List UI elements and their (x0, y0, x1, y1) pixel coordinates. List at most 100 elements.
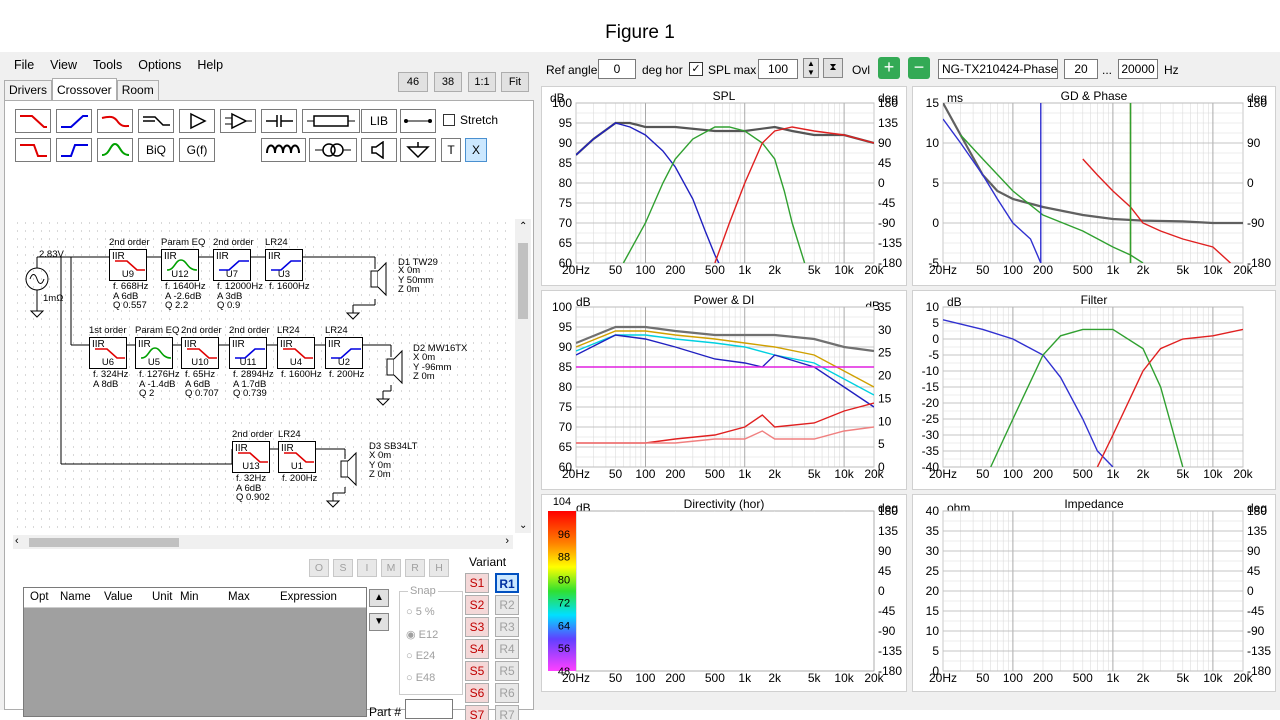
snap-option-5pct[interactable]: ○ 5 % (406, 606, 435, 618)
tab-room[interactable]: Room (116, 80, 159, 100)
scroll-left-icon[interactable]: ‹ (15, 535, 19, 547)
spl-panel[interactable]: SPL dB deg 20Hz 50 100 200 500 1k 2k 5k 10k 20k 10… (541, 86, 907, 286)
power-di-panel[interactable]: Power & DI dB dB 20Hz 50 100 200 500 1k 2k 5k 10… (541, 290, 907, 490)
variant-r4-button[interactable]: R4 (495, 639, 519, 659)
column-header[interactable]: Max (228, 591, 250, 603)
transformer-tool[interactable] (309, 138, 357, 162)
variant-r5-button[interactable]: R5 (495, 661, 519, 681)
variant-s6-button[interactable]: S6 (465, 683, 489, 703)
column-header[interactable]: Opt (30, 591, 49, 603)
x-tool[interactable]: X (465, 138, 487, 162)
stretch-checkbox[interactable] (443, 114, 455, 126)
move-down-button[interactable]: ▼ (369, 613, 389, 631)
variant-s5-button[interactable]: S5 (465, 661, 489, 681)
variant-r2-button[interactable]: R2 (495, 595, 519, 615)
variant-s4-button[interactable]: S4 (465, 639, 489, 659)
filter-panel[interactable]: Filter dB 20Hz 50 100 200 500 1k 2k 5k 10k 20k 10 5… (912, 290, 1276, 490)
impedance-panel[interactable]: Impedance ohm deg 20Hz 50 100 200 500 1k 2k 5k 1… (912, 494, 1276, 692)
column-header[interactable]: Min (180, 591, 199, 603)
biquad-button[interactable]: BiQ (138, 138, 174, 162)
horizontal-scroll-thumb[interactable] (29, 538, 179, 547)
freq-min-input[interactable]: 20 (1064, 59, 1098, 79)
lowpass-red-2-tool[interactable] (15, 138, 51, 162)
ref-angle-input[interactable]: 0 (598, 59, 636, 79)
variant-s2-button[interactable]: S2 (465, 595, 489, 615)
remove-overlay-button[interactable]: − (908, 57, 930, 79)
wire-tool[interactable] (400, 109, 436, 133)
fit-button[interactable]: Fit (501, 72, 529, 92)
snap-option-e12[interactable]: ◉ E12 (406, 629, 439, 641)
menu-options[interactable]: Options (138, 58, 182, 72)
library-button[interactable]: LIB (361, 109, 397, 133)
highpass-blue-tool[interactable] (56, 109, 92, 133)
inductor-tool[interactable] (261, 138, 306, 162)
column-header[interactable]: Expression (280, 591, 337, 603)
snap-option-e48[interactable]: ○ E48 (406, 672, 436, 684)
parameter-table[interactable]: Opt Name Value Unit Min Max Expression (23, 587, 367, 717)
snap-option-e24[interactable]: ○ E24 (406, 650, 436, 662)
text-tool[interactable]: T (441, 138, 461, 162)
horizontal-scrollbar[interactable]: ‹ › (13, 535, 513, 549)
speaker-tool[interactable] (361, 138, 397, 162)
menu-file[interactable]: File (14, 58, 35, 72)
tool-i-button[interactable]: I (357, 559, 377, 577)
iir-filter-block[interactable]: IIR U5 (135, 337, 173, 369)
iir-filter-block[interactable]: IIR U6 (89, 337, 127, 369)
scroll-right-icon[interactable]: › (505, 535, 509, 547)
iir-filter-block[interactable]: IIR U4 (277, 337, 315, 369)
variant-r3-button[interactable]: R3 (495, 617, 519, 637)
variant-s1-button[interactable]: S1 (465, 573, 489, 593)
zoom-1to1-button[interactable]: 1:1 (468, 72, 496, 92)
tool-h-button[interactable]: H (429, 559, 449, 577)
tool-s-button[interactable]: S (333, 559, 353, 577)
gd-phase-panel[interactable]: GD & Phase ms deg 20Hz 50 100 200 500 1k 2k 5k 1… (912, 86, 1276, 286)
menu-help[interactable]: Help (197, 58, 224, 72)
tab-crossover[interactable]: Crossover (52, 78, 117, 100)
freq-max-input[interactable]: 20000 (1118, 59, 1158, 79)
spl-max-checkbox[interactable]: ✓ (689, 62, 703, 76)
highpass-blue-2-tool[interactable] (56, 138, 92, 162)
overlay-file-field[interactable]: NG-TX210424-PhaseUr (938, 59, 1058, 79)
variant-s7-button[interactable]: S7 (465, 705, 489, 720)
move-up-button[interactable]: ▲ (369, 589, 389, 607)
tool-o-button[interactable]: O (309, 559, 329, 577)
add-overlay-button[interactable]: + (878, 57, 900, 79)
directivity-panel[interactable]: Directivity (hor) dB deg 20Hz 50 100 200 500… (541, 494, 907, 692)
variant-r1-button[interactable]: R1 (495, 573, 519, 593)
vertical-scroll-thumb[interactable] (518, 243, 528, 319)
column-header[interactable]: Value (104, 591, 133, 603)
variant-r6-button[interactable]: R6 (495, 683, 519, 703)
scroll-up-icon[interactable]: ⌃ (519, 221, 528, 232)
column-header[interactable]: Name (60, 591, 91, 603)
gf-button[interactable]: G(f) (179, 138, 215, 162)
spl-autoscale-button[interactable]: ⧗ (823, 58, 843, 78)
lowshelf-red-tool[interactable] (97, 109, 133, 133)
iir-filter-block[interactable]: IIR U7 (213, 249, 251, 281)
tool-m-button[interactable]: M (381, 559, 401, 577)
resistor-tool[interactable] (302, 109, 360, 133)
iir-filter-block[interactable]: IIR U1 (278, 441, 316, 473)
buffer-tool[interactable] (179, 109, 215, 133)
scroll-down-icon[interactable]: ⌄ (519, 520, 528, 531)
iir-filter-block[interactable]: IIR U12 (161, 249, 199, 281)
allpass-tool[interactable] (138, 109, 174, 133)
iir-filter-block[interactable]: IIR U13 (232, 441, 270, 473)
iir-filter-block[interactable]: IIR U3 (265, 249, 303, 281)
part-number-input[interactable] (405, 699, 453, 719)
peq-green-tool[interactable] (97, 138, 133, 162)
menu-tools[interactable]: Tools (93, 58, 123, 72)
capacitor-tool[interactable] (261, 109, 297, 133)
schematic-canvas[interactable]: 2nd order IIR U9 f. 668Hz A 6dB Q 0.557 Para… (13, 219, 513, 531)
tab-drivers[interactable]: Drivers (4, 80, 52, 100)
iir-filter-block[interactable]: IIR U10 (181, 337, 219, 369)
ground-tool[interactable] (400, 138, 436, 162)
iir-filter-block[interactable]: IIR U11 (229, 337, 267, 369)
iir-filter-block[interactable]: IIR U2 (325, 337, 363, 369)
variant-r7-button[interactable]: R7 (495, 705, 519, 720)
zoom-46-button[interactable]: 46 (398, 72, 428, 92)
lowpass-red-tool[interactable] (15, 109, 51, 133)
iir-filter-block[interactable]: IIR U9 (109, 249, 147, 281)
tool-r-button[interactable]: R (405, 559, 425, 577)
vertical-scrollbar[interactable]: ⌃ ⌄ (515, 219, 531, 533)
menu-view[interactable]: View (50, 58, 78, 72)
